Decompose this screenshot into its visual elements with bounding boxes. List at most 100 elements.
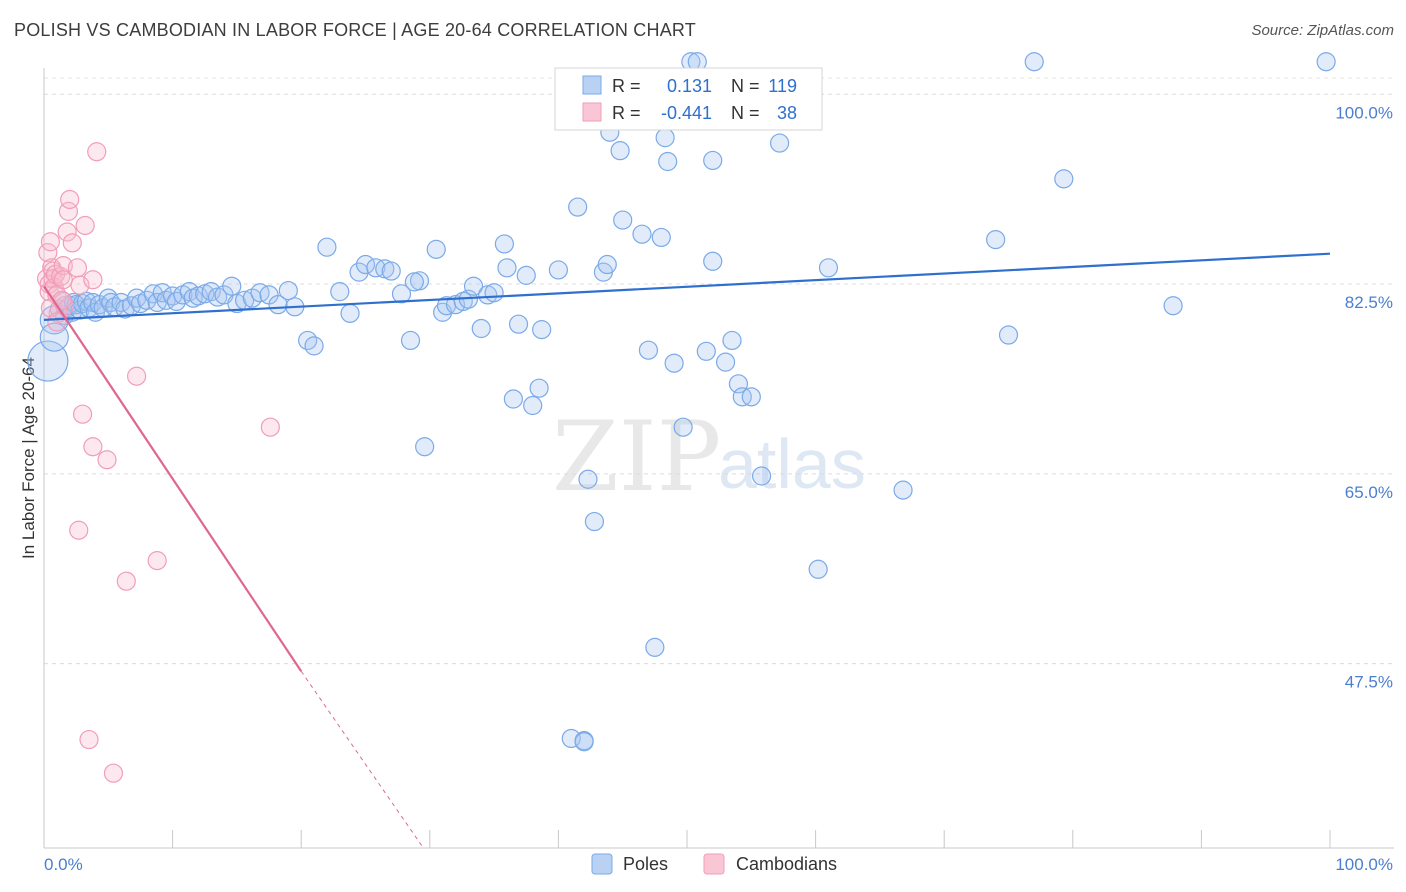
cambodians-points [36,142,280,783]
poles-point [404,272,424,292]
cambodians-point [83,270,103,290]
x-axis-ticks [43,830,1331,848]
poles-point [722,330,742,351]
cambodians-point [69,520,89,540]
poles-point [415,437,435,457]
cambodians-point [126,366,147,386]
y-tick-label: 100.0% [1335,103,1393,122]
cambodians-point [53,270,73,290]
poles-point [998,325,1019,345]
poles-point [381,261,401,281]
legend-poles-n-label: N = [731,76,760,96]
cambodians-point [87,142,107,162]
poles-point [597,254,617,275]
poles-point [330,282,350,302]
cambodians-point [52,290,72,310]
cambodians-point [103,763,124,783]
poles-point [400,330,421,351]
cambodians-point [83,437,103,457]
legend-swatch-poles [582,75,602,95]
poles-point [497,258,517,278]
legend-cambodians-r-label: R = [612,103,641,123]
cambodians-point [72,404,93,424]
poles-point [1024,52,1044,72]
poles-point [355,254,376,275]
y-tick-label: 82.5% [1345,293,1393,312]
poles-point [568,197,588,217]
series-legend-label-cambodians: Cambodians [736,854,837,874]
poles-point [532,320,552,340]
series-legend-label-poles: Poles [623,854,668,874]
cambodians-point [57,222,77,242]
legend-poles-r-value: 0.131 [667,76,712,96]
poles-point [808,559,828,579]
legend-cambodians-n-label: N = [731,103,760,123]
poles-point [574,732,594,752]
poles-point [818,258,839,278]
poles-point [645,637,665,657]
poles-point [610,141,630,161]
poles-point [741,387,761,407]
cambodians-point [260,417,280,437]
poles-point [651,227,671,248]
series-legend-swatch-poles [591,853,613,875]
poles-point [613,210,633,230]
poles-point [655,128,675,148]
legend-poles-n-value: 119 [768,76,797,96]
poles-point [715,352,736,372]
series-legend: Poles Cambodians [591,853,837,875]
y-tick-label: 47.5% [1345,673,1393,692]
y-tick-labels: 100.0% 82.5% 65.0% 47.5% [1335,103,1393,691]
poles-point [769,133,790,153]
y-tick-label: 65.0% [1345,483,1393,502]
poles-point [391,284,412,304]
poles-point [1054,169,1074,189]
poles-point [278,280,298,301]
poles-point [696,341,716,361]
poles-point [508,314,529,334]
y-axis-title: In Labor Force | Age 20-64 [19,357,38,559]
legend-cambodians-n-value: 38 [777,103,797,123]
cambodians-point [75,215,95,236]
poles-point [494,234,514,254]
poles-point [340,303,360,323]
cambodians-trend-line [43,285,303,672]
cambodians-point [97,450,117,470]
series-legend-swatch-cambodians [703,853,725,875]
poles-point [664,353,684,373]
cambodians-point [79,729,99,750]
poles-point [703,150,723,171]
poles-point [548,260,569,280]
poles-point [638,340,659,360]
poles-point [523,395,543,416]
cambodians-point [67,258,88,278]
poles-point [751,466,772,486]
poles-point [463,276,484,296]
poles-point [1163,296,1183,316]
cambodians-point [62,233,82,253]
poles-point [658,151,678,172]
cambodians-point [47,312,67,332]
legend-cambodians-r-value: -0.441 [661,103,712,123]
poles-point [317,237,337,257]
poles-point [426,239,446,259]
poles-point [471,318,491,339]
poles-point [304,336,324,356]
cambodians-point [147,551,167,571]
x-tick-label-max: 100.0% [1335,855,1393,874]
poles-point [578,469,598,489]
legend-swatch-cambodians [582,102,602,122]
x-tick-label-min: 0.0% [44,855,83,874]
chart-title: POLISH VS CAMBODIAN IN LABOR FORCE | AGE… [14,20,696,40]
poles-point [703,251,723,271]
poles-point [529,378,549,398]
cambodians-point [60,189,80,210]
poles-point [986,229,1006,250]
poles-point [268,295,288,315]
poles-point [893,480,913,500]
cambodians-point [40,232,61,252]
poles-point [516,265,536,285]
legend-poles-r-label: R = [612,76,641,96]
correlation-legend: R = 0.131 N = 119 R = -0.441 N = 38 [554,67,823,131]
